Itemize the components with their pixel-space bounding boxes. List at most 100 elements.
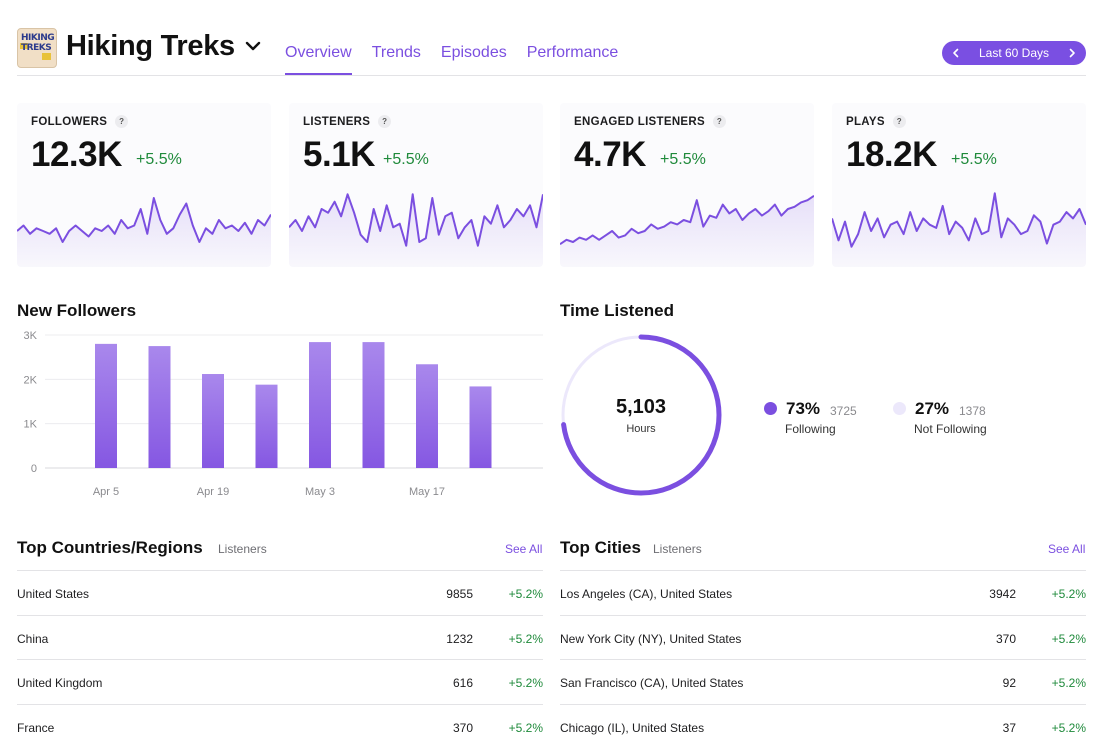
- tab-performance[interactable]: Performance: [526, 44, 619, 61]
- table-row[interactable]: Chicago (IL), United States 37 +5.2%: [560, 703, 1086, 743]
- x-tick-label: Apr 19: [197, 486, 229, 498]
- donut-segment-following[interactable]: [560, 334, 722, 496]
- row-value: 616: [452, 676, 473, 690]
- legend-name: Not Following: [914, 422, 987, 436]
- logo-text: HIKING TREKS: [21, 33, 55, 53]
- top-cities-title: Top Cities: [560, 538, 641, 557]
- bar[interactable]: [148, 346, 171, 468]
- chevron-left-icon[interactable]: [951, 48, 961, 58]
- time-listened-donut-chart: [560, 334, 722, 496]
- help-icon[interactable]: ?: [712, 115, 726, 128]
- metric-value: 18.2K: [846, 135, 937, 174]
- metric-delta: +5.5%: [383, 151, 429, 168]
- sparkline-chart: [289, 193, 543, 267]
- y-tick-label: 0: [31, 463, 37, 475]
- row-delta: +5.2%: [508, 676, 543, 690]
- sparkline-chart: [560, 194, 814, 267]
- x-tick-label: May 3: [305, 486, 335, 498]
- legend-dot: [893, 402, 906, 415]
- row-name: Los Angeles (CA), United States: [560, 587, 733, 601]
- legend-percent: 27%: [915, 399, 950, 418]
- row-value: 9855: [446, 587, 473, 601]
- metric-label: FOLLOWERS: [31, 115, 108, 128]
- row-name: San Francisco (CA), United States: [560, 676, 744, 690]
- bar[interactable]: [416, 364, 438, 468]
- bar[interactable]: [469, 386, 492, 468]
- table-row[interactable]: United States 9855 +5.2%: [17, 570, 543, 615]
- row-delta: +5.2%: [1051, 587, 1086, 601]
- x-tick-label: Apr 5: [93, 486, 119, 498]
- row-value: 370: [452, 720, 473, 735]
- help-icon[interactable]: ?: [892, 115, 906, 128]
- new-followers-bar-chart: 3K 2K 1K 0 Apr 5 Apr 19 May 3 May 17: [24, 330, 543, 498]
- tab-episodes[interactable]: Episodes: [440, 44, 507, 61]
- sparkline-line: [289, 193, 543, 247]
- metric-label-row: FOLLOWERS?: [31, 115, 129, 128]
- chevron-down-icon[interactable]: [245, 38, 261, 54]
- table-row[interactable]: San Francisco (CA), United States 92 +5.2%: [560, 659, 1086, 704]
- legend-percent: 73%: [786, 399, 821, 418]
- row-delta: +5.2%: [508, 587, 543, 601]
- table-row[interactable]: France 370 +5.2%: [17, 703, 543, 743]
- row-name: Chicago (IL), United States: [560, 720, 705, 735]
- table-row[interactable]: China 1232 +5.2%: [17, 614, 543, 660]
- sparkline-chart: [17, 197, 271, 267]
- podcast-logo[interactable]: HIKING TREKS: [17, 28, 57, 68]
- top-cities-see-all-link[interactable]: See All: [1048, 542, 1086, 556]
- bar[interactable]: [309, 342, 331, 468]
- podcast-title[interactable]: Hiking Treks: [66, 30, 235, 62]
- metric-card-plays[interactable]: PLAYS? 18.2K +5.5%: [832, 103, 1086, 267]
- metric-value: 5.1K: [303, 135, 375, 174]
- metric-delta: +5.5%: [660, 151, 706, 168]
- bar[interactable]: [202, 374, 224, 468]
- tab-overview[interactable]: Overview: [285, 26, 352, 75]
- bar[interactable]: [255, 384, 278, 468]
- tab-trends[interactable]: Trends: [371, 44, 421, 61]
- row-delta: +5.2%: [508, 631, 543, 646]
- row-delta: +5.2%: [1051, 676, 1086, 690]
- legend-name: Following: [785, 422, 836, 436]
- new-followers-title: New Followers: [17, 301, 137, 320]
- logo-block: [20, 43, 28, 49]
- sparkline-area: [832, 193, 1086, 267]
- row-delta: +5.2%: [1051, 631, 1086, 646]
- time-listened-unit: Hours: [626, 423, 656, 435]
- top-cities-table: Los Angeles (CA), United States 3942 +5.2%…: [560, 570, 1086, 743]
- top-cities-subtitle: Listeners: [653, 542, 702, 556]
- metric-card-listeners[interactable]: LISTENERS? 5.1K +5.5%: [289, 103, 543, 267]
- time-listened-title: Time Listened: [560, 301, 674, 320]
- time-listened-total: 5,103: [615, 396, 667, 418]
- table-row[interactable]: New York City (NY), United States 370 +5.2…: [560, 614, 1086, 660]
- bar[interactable]: [362, 342, 385, 468]
- table-row[interactable]: Los Angeles (CA), United States 3942 +5.2%: [560, 570, 1086, 615]
- row-name: China: [17, 631, 49, 646]
- row-delta: +5.2%: [1051, 720, 1086, 735]
- chevron-right-icon[interactable]: [1067, 48, 1077, 58]
- date-range-label[interactable]: Last 60 Days: [978, 46, 1050, 60]
- sparkline-area: [17, 198, 271, 267]
- row-value: 37: [1002, 720, 1016, 735]
- metric-card-engaged-listeners[interactable]: ENGAGED LISTENERS? 4.7K +5.5%: [560, 103, 814, 267]
- help-icon[interactable]: ?: [378, 115, 392, 128]
- date-range-selector: Last 60 Days: [942, 41, 1086, 65]
- row-delta: +5.2%: [508, 720, 543, 735]
- row-value: 1232: [446, 631, 473, 646]
- metric-value: 4.7K: [574, 135, 646, 174]
- metric-value: 12.3K: [31, 135, 122, 174]
- legend-count: 3725: [830, 404, 857, 418]
- top-countries-see-all-link[interactable]: See All: [505, 542, 543, 556]
- y-tick-label: 3K: [24, 330, 38, 342]
- table-row[interactable]: United Kingdom 616 +5.2%: [17, 659, 543, 704]
- tab-bar: Overview Trends Episodes Performance: [285, 26, 638, 76]
- metric-label: PLAYS: [846, 115, 885, 128]
- bar[interactable]: [95, 343, 117, 468]
- metric-label: LISTENERS: [303, 115, 371, 128]
- sparkline-chart: [832, 192, 1086, 267]
- metric-card-followers[interactable]: FOLLOWERS? 12.3K +5.5%: [17, 103, 271, 267]
- top-countries-subtitle: Listeners: [218, 542, 267, 556]
- sparkline-line: [17, 197, 271, 243]
- help-icon[interactable]: ?: [115, 115, 129, 128]
- legend-count: 1378: [959, 404, 986, 418]
- row-name: France: [17, 720, 55, 735]
- row-name: New York City (NY), United States: [560, 631, 742, 646]
